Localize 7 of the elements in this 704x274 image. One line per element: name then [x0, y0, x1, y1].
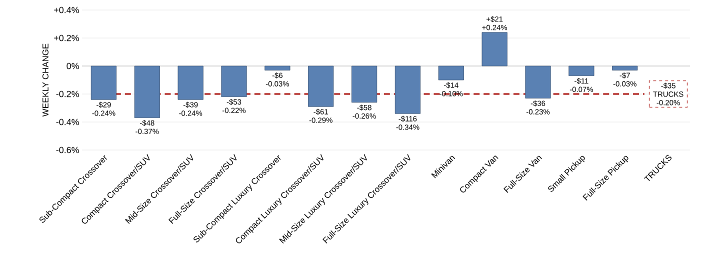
y-tick-label: -0.4%	[56, 118, 79, 126]
y-tick-label: 0%	[66, 62, 79, 70]
y-tick-label: -0.6%	[56, 146, 79, 154]
y-axis-title: WEEKLY CHANGE	[42, 44, 48, 117]
y-tick-label: +0.4%	[54, 6, 79, 14]
y-tick-label: -0.2%	[56, 90, 79, 98]
y-tick-label: +0.2%	[54, 34, 79, 42]
